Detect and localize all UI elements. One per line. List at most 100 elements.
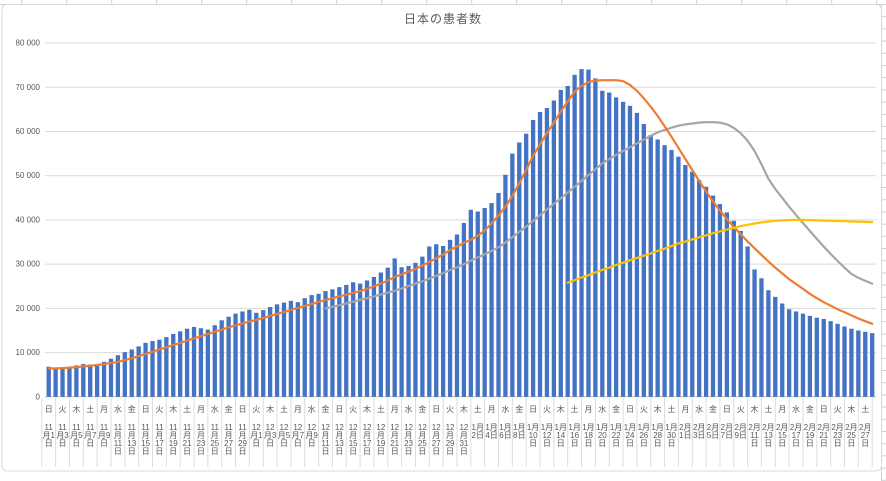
svg-text:1月: 1月	[527, 423, 539, 432]
svg-text:日: 日	[183, 447, 191, 456]
svg-text:金: 金	[709, 404, 717, 414]
svg-text:月7: 月7	[292, 431, 305, 440]
svg-text:木: 木	[751, 404, 759, 414]
svg-text:8日: 8日	[513, 431, 525, 440]
svg-text:火: 火	[252, 405, 260, 414]
svg-text:日: 日	[598, 439, 606, 448]
svg-text:水: 水	[792, 404, 800, 414]
svg-text:4日: 4日	[485, 431, 497, 440]
svg-text:月3: 月3	[56, 431, 69, 440]
svg-text:日: 日	[169, 447, 177, 456]
svg-text:土: 土	[668, 404, 676, 414]
svg-text:月: 月	[225, 431, 233, 440]
svg-text:木: 木	[169, 404, 177, 414]
svg-text:月: 月	[169, 431, 177, 440]
svg-text:24: 24	[626, 431, 635, 440]
svg-text:27: 27	[432, 439, 441, 448]
svg-text:木: 木	[363, 404, 371, 414]
svg-text:1月: 1月	[568, 423, 580, 432]
svg-text:日: 日	[72, 439, 80, 448]
svg-text:日: 日	[432, 405, 440, 414]
svg-text:日: 日	[418, 447, 426, 456]
svg-text:日: 日	[266, 439, 274, 448]
svg-text:19: 19	[169, 439, 178, 448]
svg-text:2月: 2月	[762, 423, 774, 432]
svg-text:2月: 2月	[831, 423, 843, 432]
svg-text:日: 日	[764, 439, 772, 448]
svg-text:2月: 2月	[679, 423, 691, 432]
svg-text:金: 金	[612, 404, 620, 414]
svg-text:27: 27	[224, 439, 233, 448]
svg-text:11: 11	[114, 439, 123, 448]
svg-text:日: 日	[128, 447, 136, 456]
svg-text:火: 火	[834, 405, 842, 414]
svg-text:14: 14	[556, 431, 565, 440]
svg-text:月5: 月5	[70, 431, 83, 440]
svg-text:1月: 1月	[624, 423, 636, 432]
svg-text:12: 12	[307, 423, 316, 432]
svg-text:11: 11	[141, 423, 150, 432]
svg-text:2月: 2月	[693, 423, 705, 432]
svg-text:1月: 1月	[513, 423, 525, 432]
svg-text:15: 15	[141, 439, 150, 448]
svg-text:日: 日	[778, 439, 786, 448]
svg-text:日: 日	[100, 439, 108, 448]
svg-text:9日: 9日	[734, 431, 746, 440]
svg-text:土: 土	[474, 404, 482, 414]
svg-text:月: 月	[335, 431, 343, 440]
svg-text:金: 金	[322, 404, 330, 414]
svg-text:2月: 2月	[818, 423, 830, 432]
svg-text:日: 日	[612, 439, 620, 448]
svg-text:月: 月	[197, 405, 205, 414]
svg-text:日: 日	[335, 447, 343, 456]
svg-text:11: 11	[211, 423, 220, 432]
svg-text:日: 日	[820, 439, 828, 448]
svg-text:13: 13	[764, 431, 773, 440]
svg-text:日: 日	[751, 439, 759, 448]
svg-text:日: 日	[626, 439, 634, 448]
svg-text:日: 日	[335, 405, 343, 414]
svg-text:日: 日	[322, 447, 330, 456]
svg-text:1月: 1月	[485, 423, 497, 432]
svg-text:29: 29	[446, 439, 455, 448]
svg-text:1月: 1月	[638, 423, 650, 432]
svg-text:19: 19	[376, 439, 385, 448]
svg-text:日: 日	[529, 405, 537, 414]
svg-text:12: 12	[418, 423, 427, 432]
svg-text:2月: 2月	[845, 423, 857, 432]
svg-text:月1: 月1	[42, 431, 55, 440]
svg-text:日: 日	[142, 447, 150, 456]
svg-text:日: 日	[405, 447, 413, 456]
svg-text:日: 日	[626, 405, 634, 414]
svg-text:40 000: 40 000	[16, 215, 41, 224]
svg-text:月: 月	[349, 431, 357, 440]
svg-text:月: 月	[322, 431, 330, 440]
svg-text:11: 11	[100, 423, 109, 432]
svg-text:25: 25	[847, 431, 856, 440]
svg-text:17: 17	[155, 439, 164, 448]
svg-text:木: 木	[654, 404, 662, 414]
svg-text:土: 土	[861, 404, 869, 414]
svg-text:10 000: 10 000	[16, 348, 41, 357]
svg-text:21: 21	[390, 439, 399, 448]
svg-text:11: 11	[197, 423, 206, 432]
svg-text:月: 月	[405, 431, 413, 440]
svg-text:日: 日	[446, 447, 454, 456]
svg-text:日: 日	[834, 439, 842, 448]
svg-text:月: 月	[418, 431, 426, 440]
svg-text:日: 日	[363, 447, 371, 456]
svg-text:2月: 2月	[734, 423, 746, 432]
svg-text:水: 水	[114, 404, 122, 414]
svg-text:15: 15	[778, 431, 787, 440]
svg-text:月: 月	[377, 431, 385, 440]
svg-text:12: 12	[404, 423, 413, 432]
svg-text:7日: 7日	[721, 431, 733, 440]
svg-text:火: 火	[59, 405, 67, 414]
svg-text:11: 11	[169, 423, 178, 432]
svg-text:2月: 2月	[707, 423, 719, 432]
svg-text:日: 日	[197, 447, 205, 456]
svg-text:19: 19	[805, 431, 814, 440]
svg-text:水: 水	[405, 404, 413, 414]
svg-text:火: 火	[446, 405, 454, 414]
svg-text:月: 月	[197, 431, 205, 440]
